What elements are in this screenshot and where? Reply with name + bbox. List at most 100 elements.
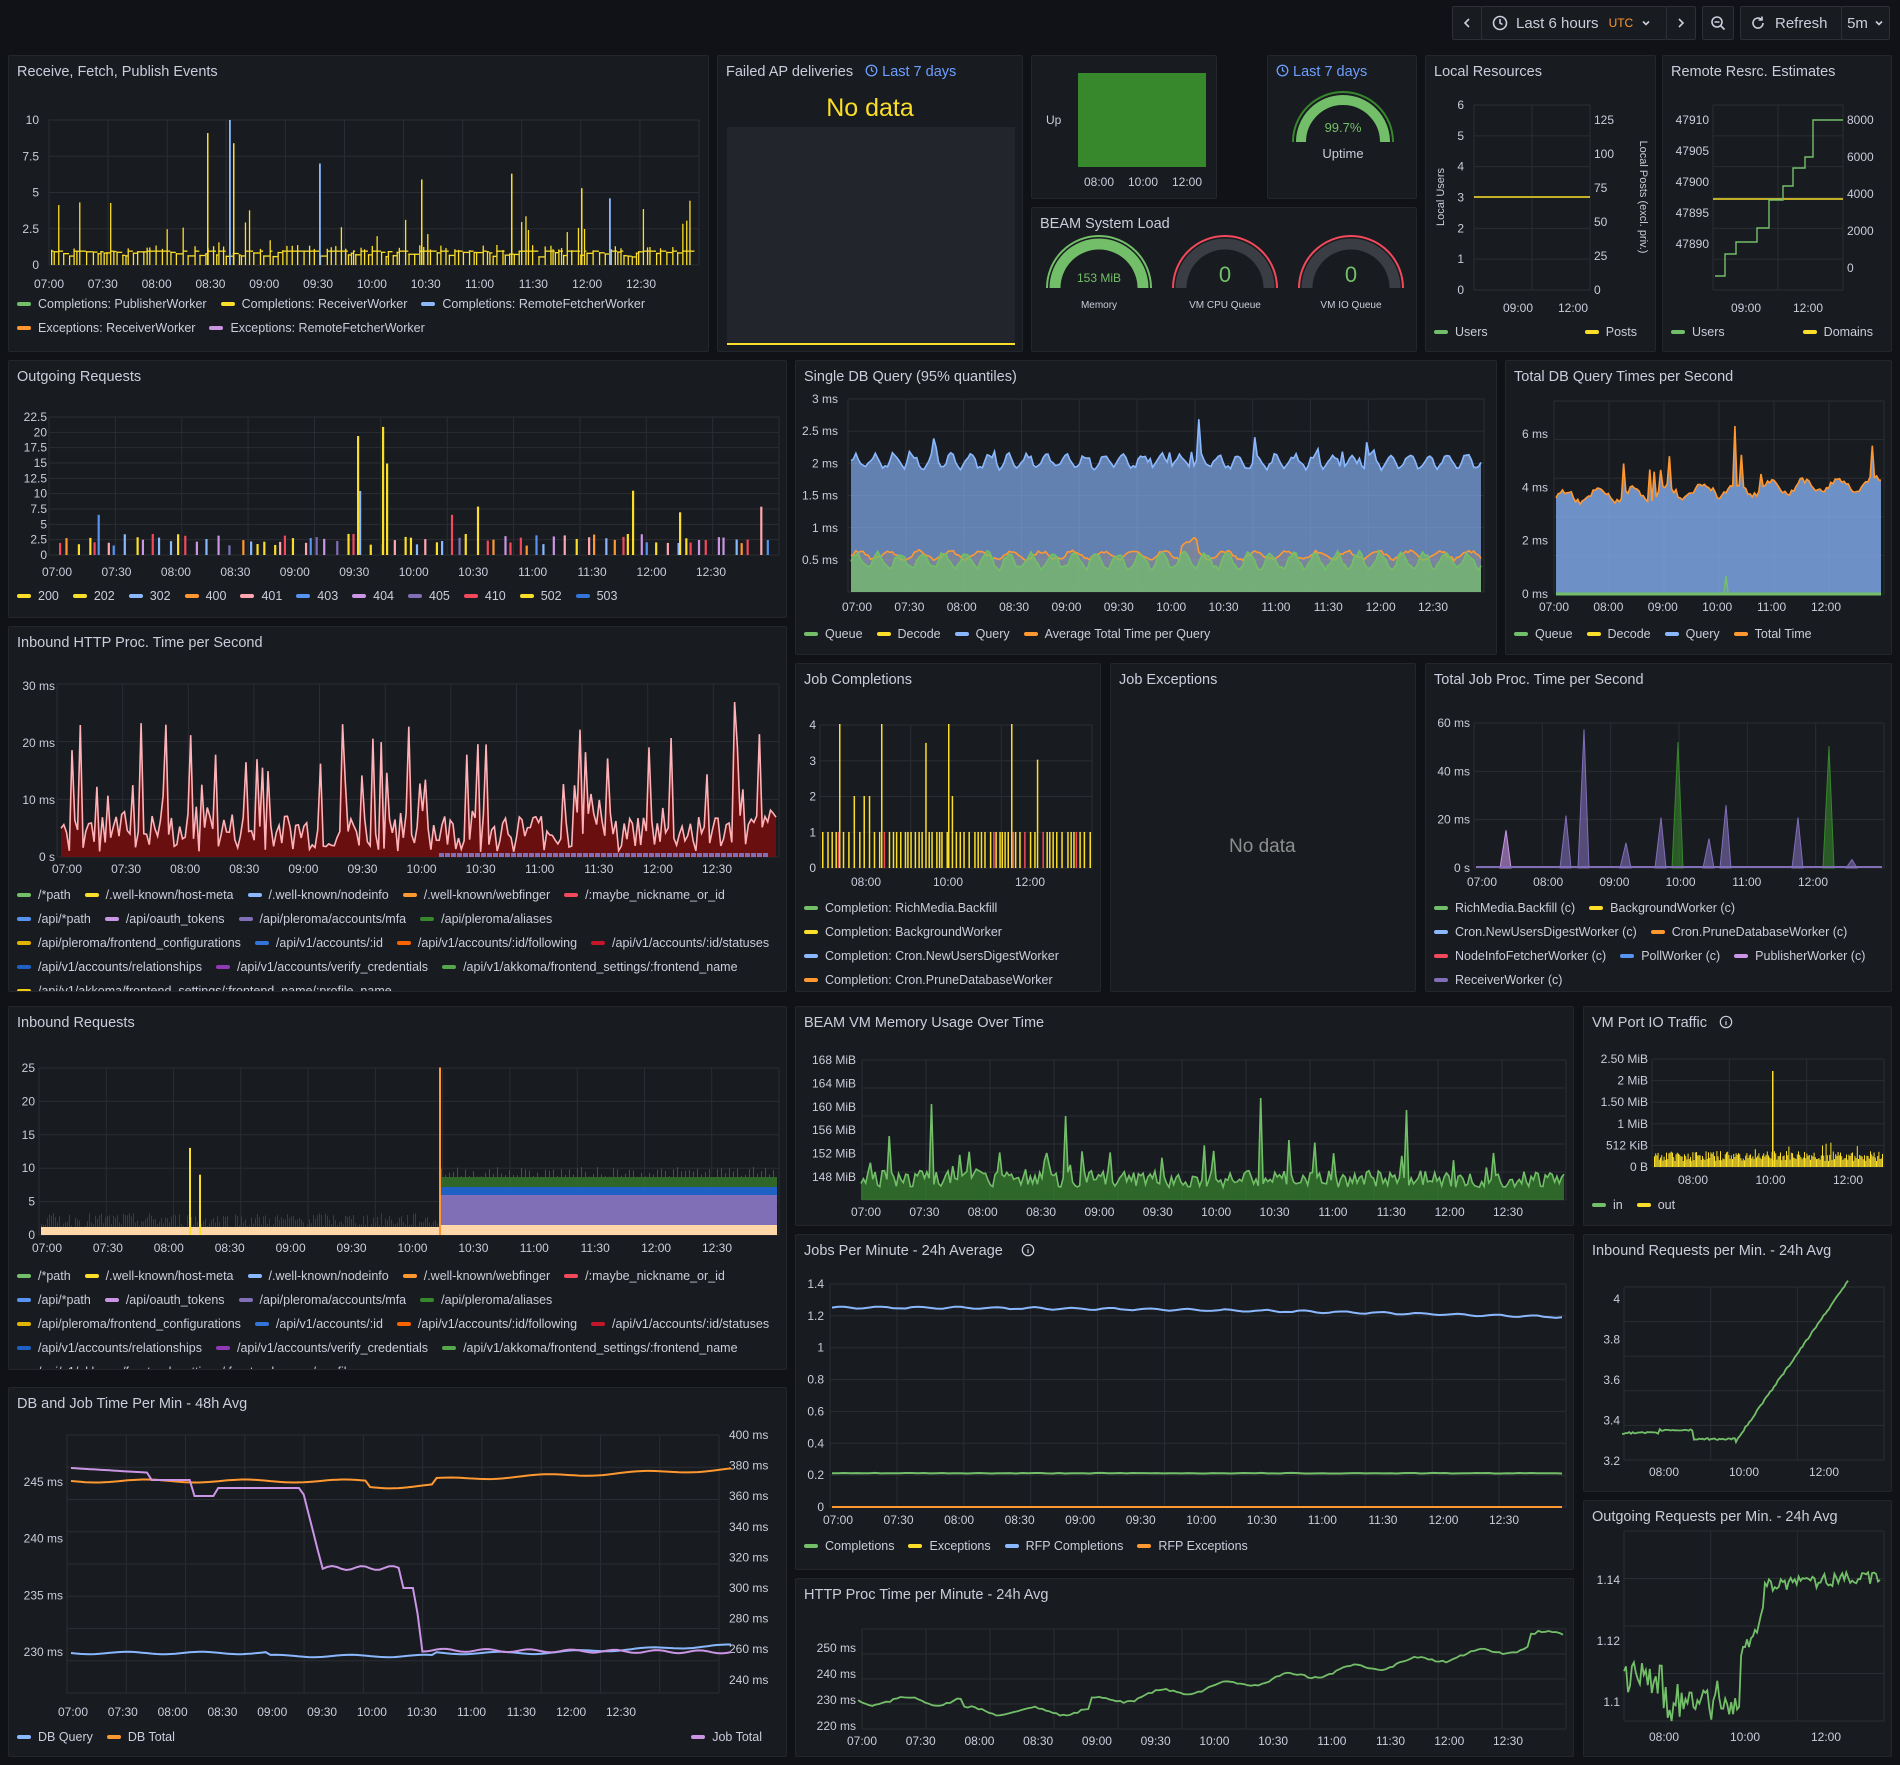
legend-item[interactable]: /api/v1/accounts/:id/following (396, 931, 577, 955)
legend-item[interactable]: /api/*path (17, 907, 91, 931)
legend-item[interactable]: /api/v1/accounts/relationships (17, 1336, 202, 1360)
panel-single-db-query[interactable]: Single DB Query (95% quantiles) 3 ms 2.5 … (795, 360, 1497, 655)
panel-failed-ap-deliveries[interactable]: Failed AP deliveries Last 7 days No data (717, 55, 1023, 352)
legend-item[interactable]: /api/pleroma/aliases (420, 1288, 552, 1312)
legend-item[interactable]: /api/v1/accounts/:id/statuses (591, 931, 769, 955)
legend-item[interactable]: /api/v1/accounts/:id/statuses (591, 1312, 769, 1336)
legend-item[interactable]: /api/v1/accounts/:id (254, 1312, 383, 1336)
legend-item[interactable]: Completion: Cron.NewUsersDigestWorker (804, 944, 1096, 968)
panel-vm-port-io[interactable]: VM Port IO Traffic 2.50 MiB 2 MiB 1.50 MiB… (1583, 1006, 1892, 1226)
legend-item[interactable]: Completion: RichMedia.Backfill (804, 896, 1096, 920)
legend-item[interactable]: /api/v1/accounts/verify_credentials (215, 1336, 428, 1360)
legend-item[interactable]: /.well-known/webfinger (402, 883, 550, 907)
panel-job-exceptions[interactable]: Job Exceptions No data (1110, 663, 1416, 992)
legend-item[interactable]: 410 (463, 584, 506, 608)
legend-item[interactable]: RFP Completions (1004, 1534, 1123, 1558)
legend-item[interactable]: Job Total (691, 1725, 762, 1749)
legend-item[interactable]: /*path (17, 1264, 71, 1288)
legend-item[interactable]: /.well-known/host-meta (84, 883, 234, 907)
legend-item[interactable]: /.well-known/nodeinfo (247, 1264, 389, 1288)
legend-item[interactable]: 404 (352, 584, 394, 608)
panel-inbound-http-proc-time[interactable]: Inbound HTTP Proc. Time per Second 30 ms… (8, 626, 787, 992)
legend-item[interactable]: /api/v1/accounts/:id (254, 931, 383, 955)
legend-item[interactable]: Queue (804, 622, 863, 646)
panel-job-completions[interactable]: Job Completions 4 3 2 1 0 08:00 10:00 12:00 Com… (795, 663, 1101, 992)
legend-item[interactable]: Queue (1514, 622, 1573, 646)
legend-item[interactable]: /:maybe_nickname_or_id (564, 1264, 725, 1288)
legend-item[interactable]: Completions (804, 1534, 894, 1558)
panel-inbound-requests[interactable]: Inbound Requests 25 20 15 10 5 0 07:00 07:30 08:… (8, 1006, 787, 1370)
time-range-picker[interactable]: Last 6 hours UTC (1481, 6, 1667, 40)
legend-item[interactable]: Completions: PublisherWorker (17, 292, 207, 316)
legend-item[interactable]: DB Query (17, 1725, 93, 1749)
legend-item[interactable]: Decode (1586, 622, 1651, 646)
info-icon[interactable] (1021, 1243, 1035, 1257)
legend-item[interactable]: /api/v1/akkoma/frontend_settings/:fronte… (17, 979, 392, 991)
legend-item[interactable]: NodeInfoFetcherWorker (c) (1434, 944, 1606, 968)
legend-item[interactable]: /api/v1/akkoma/frontend_settings/:fronte… (442, 955, 738, 979)
legend-item[interactable]: DB Total (106, 1725, 175, 1749)
legend-item[interactable]: 401 (240, 584, 282, 608)
panel-inbound-requests-per-min[interactable]: Inbound Requests per Min. - 24h Avg 4 3.8… (1583, 1234, 1892, 1492)
legend-item[interactable]: /.well-known/webfinger (402, 1264, 550, 1288)
panel-uptime[interactable]: Last 7 days 99.7% Uptime (1267, 55, 1417, 199)
panel-total-job-proc-time[interactable]: Total Job Proc. Time per Second 60 ms 40 … (1425, 663, 1892, 992)
legend-item[interactable]: Cron.PruneDatabaseWorker (c) (1650, 920, 1847, 944)
legend-item[interactable]: /:maybe_nickname_or_id (564, 883, 725, 907)
legend-item[interactable]: 200 (17, 584, 59, 608)
legend-item[interactable]: Total Time (1733, 622, 1812, 646)
legend-item[interactable]: Exceptions: RemoteFetcherWorker (209, 316, 425, 340)
legend-item[interactable]: /api/oauth_tokens (104, 907, 225, 931)
panel-db-and-job-time[interactable]: DB and Job Time Per Min - 48h Avg 245 ms… (8, 1387, 787, 1757)
legend-item[interactable]: BackgroundWorker (c) (1589, 896, 1735, 920)
legend-item[interactable]: Posts (1584, 320, 1637, 344)
refresh-interval-picker[interactable]: 5m (1841, 6, 1890, 40)
legend-item[interactable]: Decode (876, 622, 941, 646)
legend-item[interactable]: /*path (17, 883, 71, 907)
panel-local-resources[interactable]: Local Resources 6 5 4 3 2 1 0 125 100 75 50 25 0 Loca… (1425, 55, 1656, 352)
legend-item[interactable]: RichMedia.Backfill (c) (1434, 896, 1575, 920)
legend-item[interactable]: Exceptions: ReceiverWorker (17, 316, 195, 340)
legend-item[interactable]: /api/pleroma/accounts/mfa (238, 1288, 406, 1312)
panel-total-db-query-times[interactable]: Total DB Query Times per Second 6 ms 4 ms… (1505, 360, 1892, 655)
legend-item[interactable]: 302 (128, 584, 171, 608)
legend-item[interactable]: /api/pleroma/frontend_configurations (17, 1312, 241, 1336)
legend-item[interactable]: Query (954, 622, 1010, 646)
legend-item[interactable]: Query (1664, 622, 1720, 646)
legend-item[interactable]: 202 (72, 584, 115, 608)
legend-item[interactable]: Cron.NewUsersDigestWorker (c) (1434, 920, 1637, 944)
legend-item[interactable]: in (1592, 1193, 1623, 1217)
legend-item[interactable]: ReceiverWorker (c) (1434, 968, 1562, 991)
legend-item[interactable]: /api/v1/akkoma/frontend_settings/:fronte… (442, 1336, 738, 1360)
legend-item[interactable]: /api/oauth_tokens (104, 1288, 225, 1312)
legend-item[interactable]: Users (1434, 320, 1488, 344)
panel-outgoing-requests-per-min[interactable]: Outgoing Requests per Min. - 24h Avg 1.1… (1583, 1500, 1892, 1757)
panel-up[interactable]: Up 08:00 10:00 12:00 (1031, 55, 1217, 199)
legend-item[interactable]: /api/pleroma/accounts/mfa (238, 907, 406, 931)
legend-item[interactable]: Average Total Time per Query (1023, 622, 1210, 646)
panel-beam-vm-memory[interactable]: BEAM VM Memory Usage Over Time 168 MiB 16… (795, 1006, 1574, 1226)
legend-item[interactable]: RFP Exceptions (1137, 1534, 1248, 1558)
legend-item[interactable]: 400 (184, 584, 226, 608)
legend-item[interactable]: 502 (519, 584, 562, 608)
legend-item[interactable]: /.well-known/nodeinfo (247, 883, 389, 907)
time-back-button[interactable] (1452, 6, 1482, 40)
legend-item[interactable]: /api/v1/akkoma/frontend_settings/:fronte… (17, 1360, 392, 1369)
legend-item[interactable]: Completions: ReceiverWorker (220, 292, 407, 316)
legend-item[interactable]: /api/pleroma/frontend_configurations (17, 931, 241, 955)
legend-item[interactable]: PollWorker (c) (1620, 944, 1720, 968)
info-icon[interactable] (1719, 1015, 1733, 1029)
refresh-button[interactable]: Refresh (1740, 6, 1842, 40)
panel-remote-estimates[interactable]: Remote Resrc. Estimates 47910 47905 47900 4… (1662, 55, 1892, 352)
panel-receive-fetch-publish[interactable]: Receive, Fetch, Publish Events 10 7.5 5 2.5… (8, 55, 709, 352)
legend-item[interactable]: /api/v1/accounts/:id/following (396, 1312, 577, 1336)
legend-item[interactable]: /api/v1/accounts/verify_credentials (215, 955, 428, 979)
panel-jobs-per-minute[interactable]: Jobs Per Minute - 24h Average 1.4 1.2 1 0.8… (795, 1234, 1574, 1570)
panel-outgoing-requests[interactable]: Outgoing Requests 22.5 20 17.5 15 12.5 10 7.5 5… (8, 360, 787, 618)
legend-item[interactable]: Completions: RemoteFetcherWorker (421, 292, 645, 316)
legend-item[interactable]: Exceptions (908, 1534, 991, 1558)
legend-item[interactable]: /api/pleroma/aliases (420, 907, 552, 931)
legend-item[interactable]: 405 (408, 584, 450, 608)
legend-item[interactable]: 503 (575, 584, 617, 608)
panel-beam-system-load[interactable]: BEAM System Load 153 MiB Memory 0 VM CPU Qu… (1031, 207, 1417, 352)
